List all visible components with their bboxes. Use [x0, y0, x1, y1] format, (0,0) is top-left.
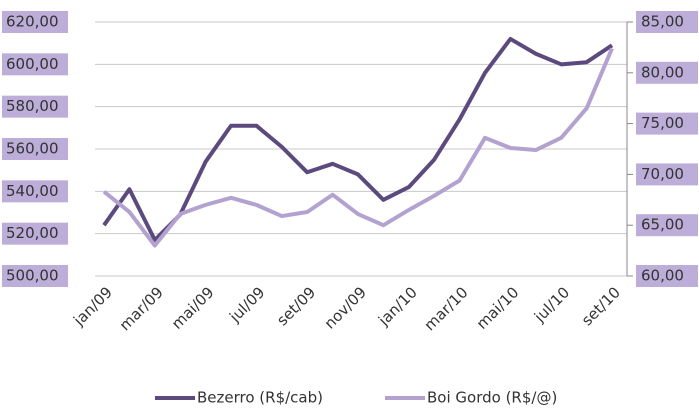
tick-label-bg [636, 163, 698, 186]
tick-label-bg [636, 265, 698, 287]
series-line [102, 47, 614, 248]
x-tick-label: mai/09 [168, 283, 218, 333]
tick-label-bg [2, 265, 68, 287]
y-tick-label: 580,00 [6, 97, 59, 115]
y2-tick-label: 70,00 [641, 165, 684, 183]
tick-label-bg [2, 95, 68, 118]
x-tick-label: mai/10 [473, 283, 523, 333]
x-tick-label: nov/09 [321, 283, 370, 332]
x-tick-label: jan/09 [69, 283, 116, 330]
x-tick-label: mar/09 [116, 283, 167, 334]
tick-label-bg [636, 214, 698, 237]
x-tick-label: set/10 [578, 283, 624, 329]
tick-label-bg [2, 222, 68, 245]
tick-label-bg [2, 180, 68, 203]
x-tick-label: jan/10 [374, 283, 421, 330]
series-line [102, 36, 614, 243]
tick-label-bg [636, 61, 698, 84]
x-tick-label: jul/09 [225, 283, 268, 326]
tick-label-bg [2, 138, 68, 160]
x-tick-label: mar/10 [421, 283, 472, 334]
y-tick-label: 600,00 [6, 55, 59, 73]
y2-tick-label: 85,00 [641, 13, 684, 31]
x-tick-label: jul/10 [530, 283, 573, 326]
y2-tick-label: 65,00 [641, 216, 684, 234]
tick-label-bg [2, 11, 68, 33]
legend-label: Bezerro (R$/cab) [197, 389, 323, 407]
y2-tick-label: 75,00 [641, 114, 684, 132]
legend-label: Boi Gordo (R$/@) [427, 389, 557, 407]
y-tick-label: 620,00 [6, 13, 59, 31]
tick-label-bg [2, 53, 68, 76]
y2-tick-label: 60,00 [641, 267, 684, 285]
y-tick-label: 540,00 [6, 182, 59, 200]
y-tick-label: 520,00 [6, 224, 59, 242]
tick-label-bg [636, 112, 698, 135]
y2-tick-label: 80,00 [641, 63, 684, 81]
y-tick-label: 500,00 [6, 267, 59, 285]
tick-label-bg [636, 11, 698, 33]
x-tick-label: set/09 [273, 283, 319, 329]
y-tick-label: 560,00 [6, 140, 59, 158]
